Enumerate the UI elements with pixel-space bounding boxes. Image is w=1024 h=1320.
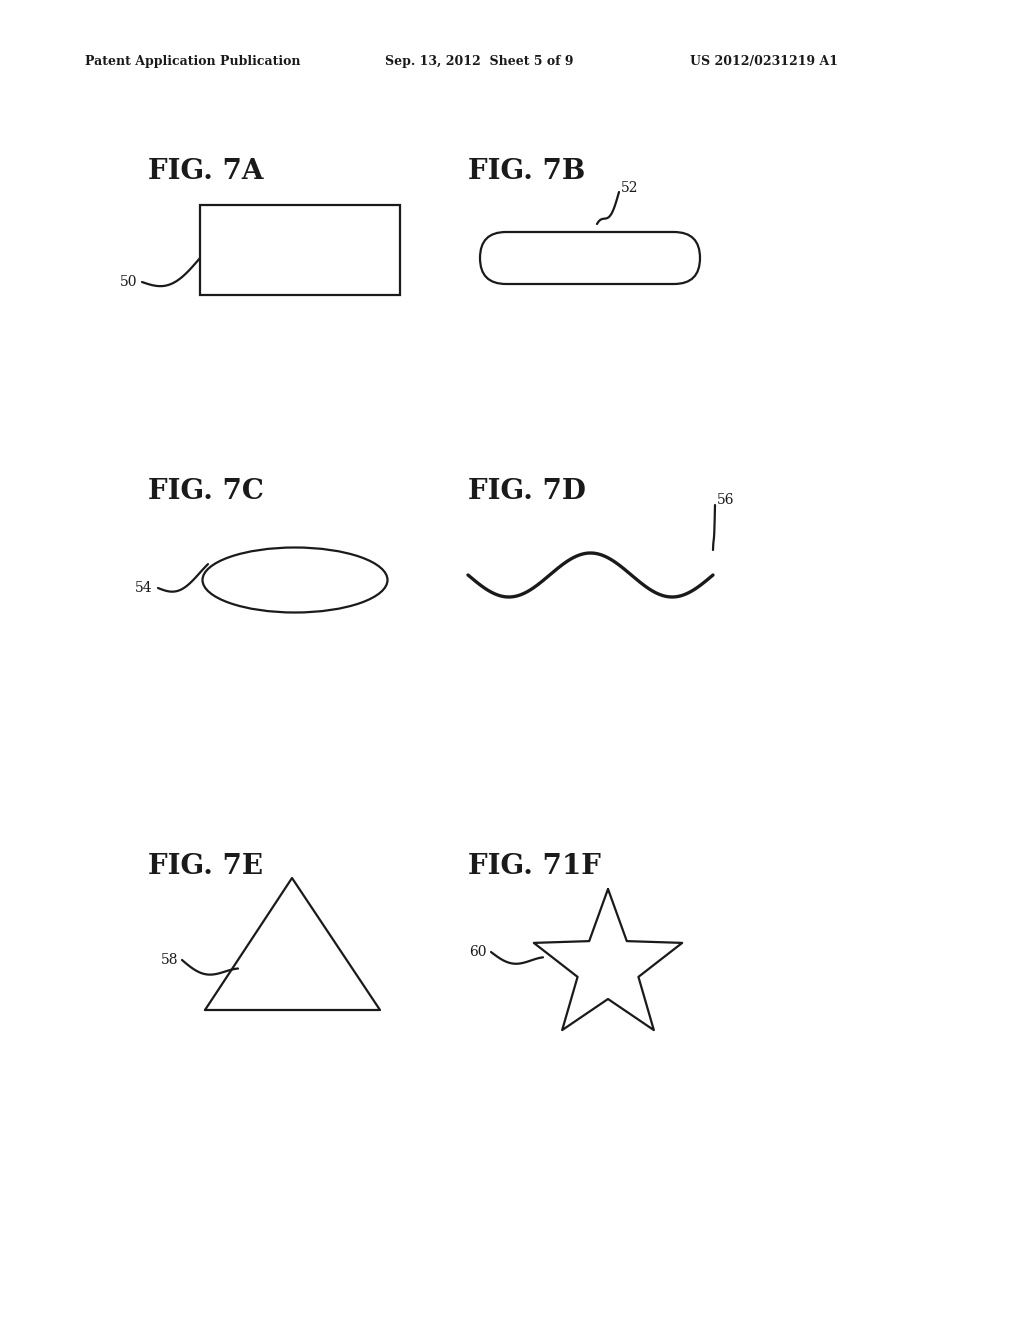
Text: FIG. 71F: FIG. 71F (468, 853, 601, 880)
Text: 56: 56 (717, 492, 734, 507)
Text: 54: 54 (135, 581, 153, 595)
Text: FIG. 7A: FIG. 7A (148, 158, 263, 185)
Text: FIG. 7E: FIG. 7E (148, 853, 263, 880)
Bar (200, 205, 400, 294)
Text: FIG. 7B: FIG. 7B (468, 158, 586, 185)
Text: FIG. 7D: FIG. 7D (468, 478, 586, 506)
Text: 52: 52 (621, 181, 639, 195)
Text: Sep. 13, 2012  Sheet 5 of 9: Sep. 13, 2012 Sheet 5 of 9 (385, 55, 573, 69)
Text: Patent Application Publication: Patent Application Publication (85, 55, 300, 69)
Text: 60: 60 (469, 945, 487, 960)
Text: US 2012/0231219 A1: US 2012/0231219 A1 (690, 55, 838, 69)
Text: FIG. 7C: FIG. 7C (148, 478, 264, 506)
Text: 50: 50 (120, 275, 137, 289)
Text: 58: 58 (161, 953, 178, 968)
